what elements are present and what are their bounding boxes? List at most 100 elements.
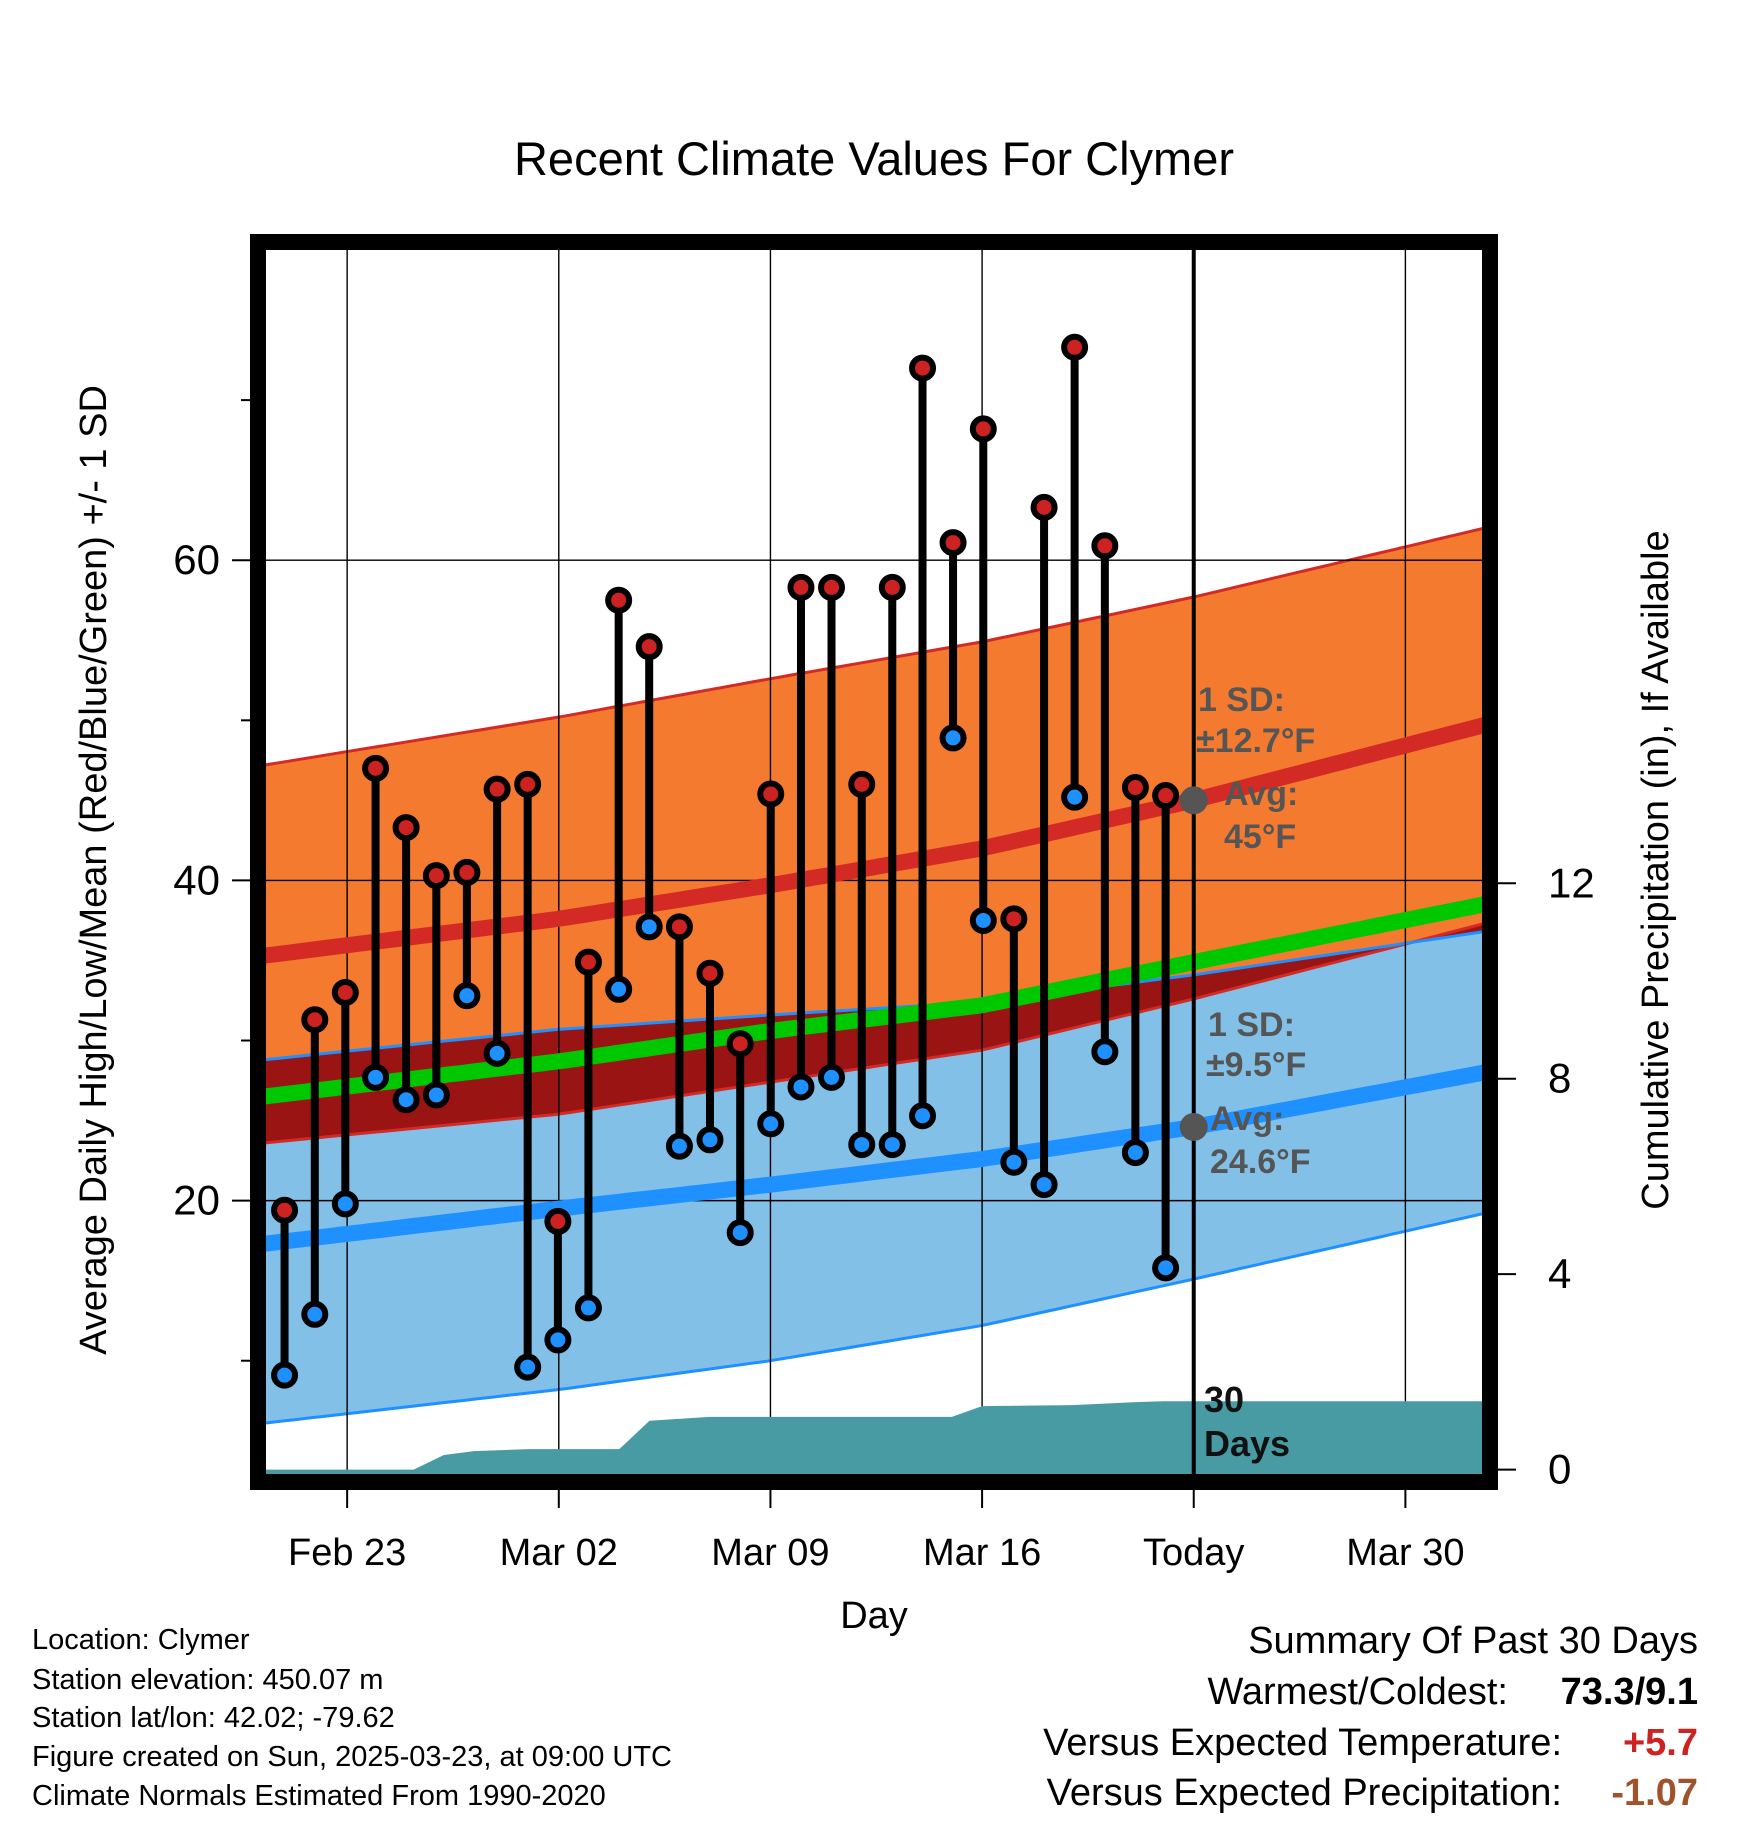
precip-fill [264,1401,1484,1476]
high-point [1091,532,1119,560]
low-avg-marker [1179,1112,1208,1141]
high-point [362,754,390,782]
low-point [1152,1254,1180,1282]
low-point [818,1063,846,1091]
overlap-band [264,923,1484,1143]
high-point [301,1006,329,1034]
low-point [453,982,481,1010]
x-tick-label: Mar 16 [923,1532,1041,1574]
high-point [969,415,997,443]
low-point [757,1110,785,1138]
high-point [939,529,967,557]
plot-frame [250,234,1498,1490]
latlon-text: Station lat/lon: 42.02; -79.62 [32,1702,395,1734]
low-sd-label: 1 SD: [1208,1006,1295,1044]
high-point [909,354,937,382]
mean-avg-line [263,896,1486,1105]
created-text: Figure created on Sun, 2025-03-23, at 09… [32,1741,672,1773]
high-point [818,573,846,601]
high-point [422,862,450,890]
x-tick-label: Feb 23 [288,1532,406,1574]
high-point [787,573,815,601]
high-upper-edge [263,526,1485,767]
warm-cold-label: Warmest/Coldest: [1207,1671,1508,1713]
y-right-tick-label: 0 [1548,1446,1571,1493]
high-point [453,858,481,886]
low-avg-value: 24.6°F [1210,1143,1311,1181]
low-point [909,1102,937,1130]
summary-title: Summary Of Past 30 Days [1248,1620,1698,1662]
high-point [483,775,511,803]
y-left-tick-label: 20 [173,1177,220,1224]
warm-cold-value: 73.3/9.1 [1560,1671,1698,1713]
y-right-tick-label: 8 [1548,1055,1571,1102]
high-point [1152,782,1180,810]
high-point [848,770,876,798]
high-avg-value: 45°F [1224,818,1296,856]
high-point [574,948,602,976]
plot-border [250,234,1498,1490]
high-point [878,573,906,601]
high-point [726,1030,754,1058]
precip-area [264,1401,1484,1476]
chart-title: Recent Climate Values For Clymer [514,132,1234,185]
y-axis-label-right: Cumulative Precipitation (in), If Availa… [1635,530,1677,1209]
precip-days-label: 30 Days [1204,1379,1290,1464]
low-avg-label: Avg: [1210,1100,1284,1138]
precip-days-number: 30 [1204,1379,1244,1420]
high-point [271,1196,299,1224]
low-point [1030,1171,1058,1199]
low-point [665,1132,693,1160]
high-point [1000,905,1028,933]
low-avg-line [263,1064,1486,1252]
high-point [696,959,724,987]
low-lower-edge [263,1211,1485,1425]
high-point [514,770,542,798]
low-point [392,1086,420,1114]
low-point [1121,1139,1149,1167]
x-tick-label: Mar 02 [500,1532,618,1574]
low-point [301,1300,329,1328]
high-point [605,586,633,614]
high-point [665,913,693,941]
normals-text: Climate Normals Estimated From 1990-2020 [32,1780,606,1812]
low-point [574,1294,602,1322]
low-point [271,1361,299,1389]
high-sd-value: ±12.7°F [1196,722,1315,760]
annotations [1179,786,1208,1141]
high-annotation: 1 SD: ±12.7°F Avg: 45°F [1196,681,1315,856]
low-point [969,906,997,934]
high-sd-label: 1 SD: [1198,681,1285,719]
high-point [1030,493,1058,521]
high-point [757,780,785,808]
precip-label: Versus Expected Precipitation: [1046,1772,1562,1814]
low-upper-edge [263,930,1485,1062]
precip-value: -1.07 [1611,1772,1698,1814]
low-point [605,975,633,1003]
low-point [422,1081,450,1109]
axes: Feb 23 Mar 02 Mar 09 Mar 16 Today Mar 3020406… [173,399,1595,1574]
y-axis-label-left: Average Daily High/Low/Mean (Red/Blue/Gr… [73,385,115,1355]
low-point [544,1326,572,1354]
high-point [1061,333,1089,361]
high-lower-edge [263,922,1485,1145]
high-point [635,633,663,661]
temperature-bars [271,333,1180,1389]
normal-bands [263,526,1485,1425]
precip-days-word: Days [1204,1423,1290,1464]
high-point [1121,774,1149,802]
low-point [696,1126,724,1154]
temp-label: Versus Expected Temperature: [1043,1722,1562,1764]
low-point [878,1131,906,1159]
x-axis-label: Day [840,1595,908,1637]
low-point [1061,783,1089,811]
low-point [362,1063,390,1091]
low-annotation: 1 SD: ±9.5°F Avg: 24.6°F [1206,1006,1311,1181]
low-point [726,1219,754,1247]
temp-value: +5.7 [1622,1722,1698,1764]
low-point [1091,1038,1119,1066]
y-left-tick-label: 60 [173,536,220,583]
low-point [787,1073,815,1101]
high-avg-marker [1179,786,1208,815]
low-point [848,1131,876,1159]
